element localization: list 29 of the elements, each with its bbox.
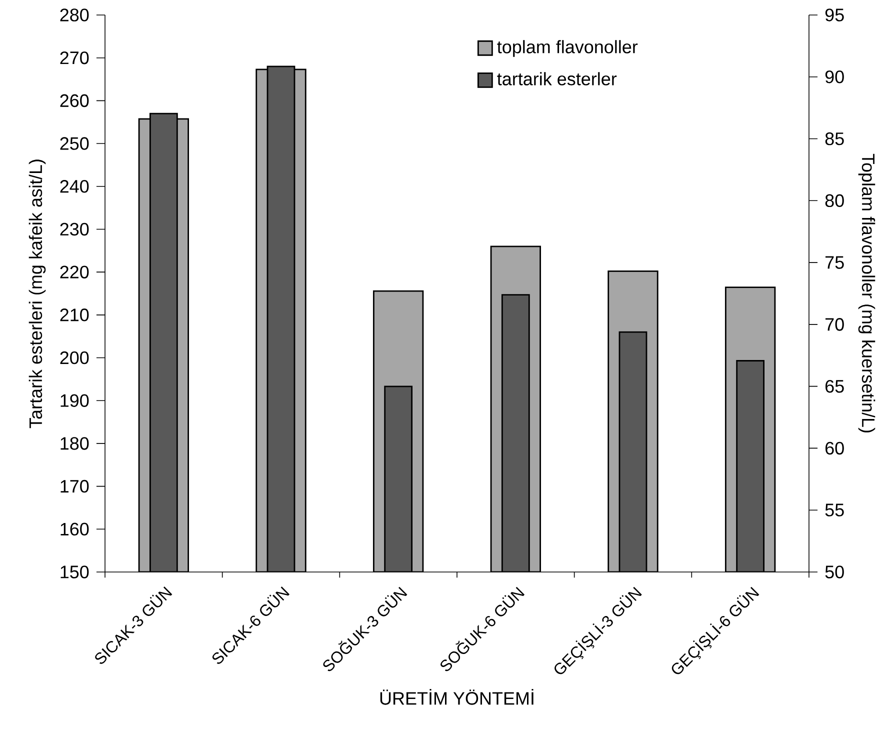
x-axis-title: ÜRETİM YÖNTEMİ <box>380 689 534 705</box>
y2-tick-label: 65 <box>825 380 844 393</box>
y2-tick-label: 85 <box>825 132 844 146</box>
y-tick-label: 170 <box>60 480 89 493</box>
y-tick-label: 250 <box>60 137 89 150</box>
y-tick-label: 210 <box>60 308 89 322</box>
y2-tick-label: 55 <box>825 504 844 516</box>
y-tick-label: 260 <box>60 94 89 108</box>
y2-tick-label: 90 <box>825 70 844 84</box>
y-tick-label: 190 <box>60 394 89 407</box>
legend-label: tartarik esterler <box>497 72 617 86</box>
legend-label: toplam flavonoller <box>497 40 638 57</box>
y-tick-label: 280 <box>60 8 89 22</box>
y2-tick-label: 50 <box>825 566 844 578</box>
y2-axis-title: Toplam flavonoller (mg kuersetin/L) <box>858 154 876 432</box>
y-axis-title: Tartarik esterleri (mg kafeik asit/L) <box>28 160 46 428</box>
y2-tick-label: 70 <box>825 318 844 331</box>
y-tick-label: 150 <box>60 566 89 578</box>
y-tick-label: 220 <box>60 266 89 278</box>
y-tick-label: 230 <box>60 222 89 236</box>
y2-tick-label: 60 <box>825 442 844 455</box>
y-tick-label: 180 <box>60 437 89 450</box>
y2-tick-label: 95 <box>825 8 844 22</box>
y2-tick-label: 80 <box>825 194 844 208</box>
y2-tick-label: 75 <box>825 256 844 269</box>
y-tick-label: 160 <box>60 522 89 536</box>
y-tick-label: 240 <box>60 180 89 193</box>
y-tick-label: 200 <box>60 351 89 364</box>
y-tick-label: 270 <box>60 51 89 64</box>
